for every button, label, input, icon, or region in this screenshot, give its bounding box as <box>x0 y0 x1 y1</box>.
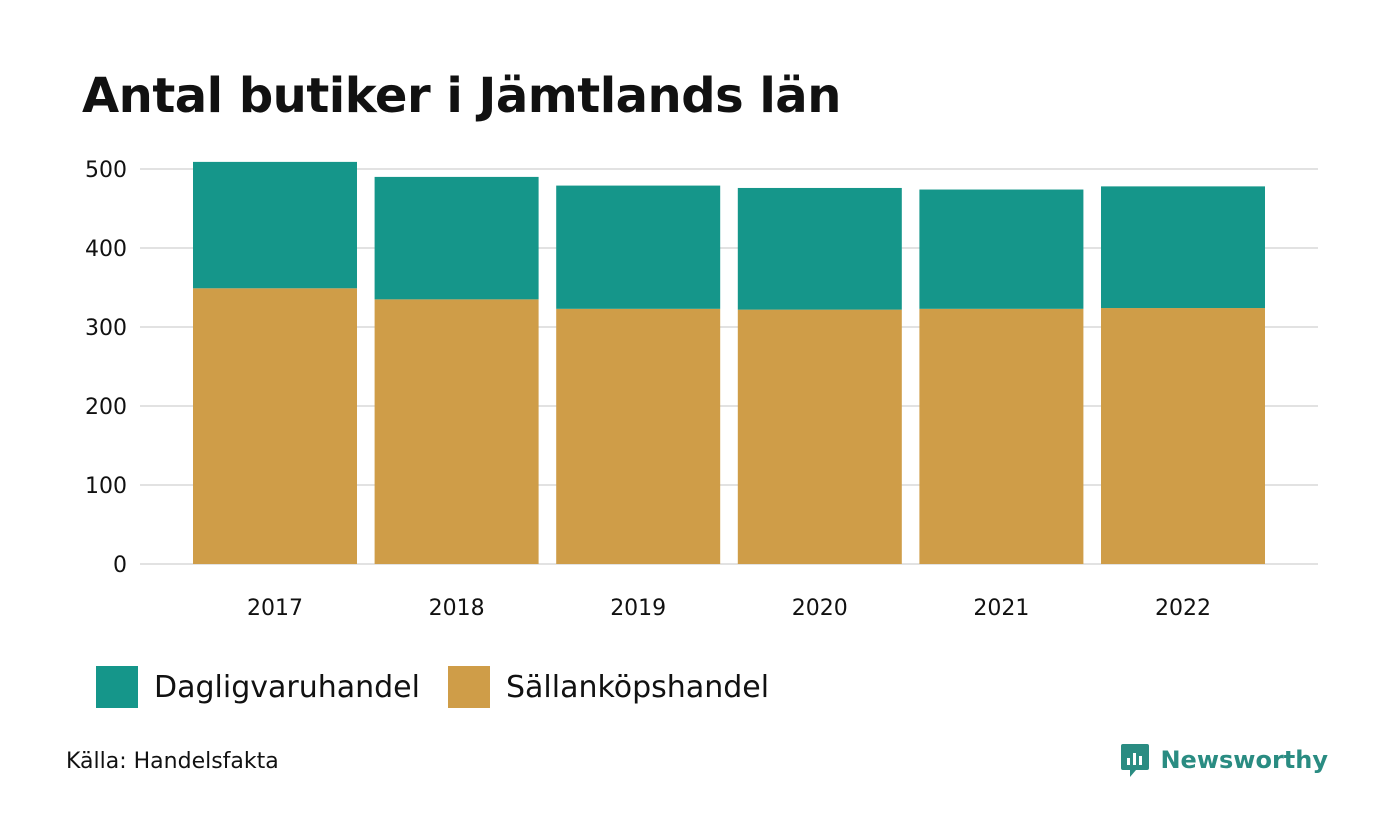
x-tick-label-2021: 2021 <box>973 596 1029 621</box>
newsworthy-logo-icon <box>1121 744 1150 777</box>
source-note: Källa: Handelsfakta <box>66 749 279 774</box>
bar-dagligvaruhandel-2017 <box>193 161 357 289</box>
stacked-bar-chart: 0 100 200 300 400 500 2017 2018 2019 2020 2021 202… <box>85 158 1318 621</box>
bar-dagligvaruhandel-2021 <box>919 189 1084 309</box>
legend-label-sallankopshandel: Sällanköpshandel <box>505 669 770 705</box>
y-tick-label: 300 <box>85 316 127 341</box>
y-tick-label: 100 <box>85 474 127 499</box>
bar-sallankopshandel-2018 <box>374 299 539 564</box>
bar-dagligvaruhandel-2022 <box>1101 186 1265 309</box>
legend-item-dagligvaruhandel: Dagligvaruhandel <box>96 666 420 708</box>
bar-dagligvaruhandel-2019 <box>556 185 721 309</box>
y-tick-label: 400 <box>85 237 127 262</box>
bar-sallankopshandel-2021 <box>919 308 1084 564</box>
y-axis-ticks: 0 100 200 300 400 500 <box>85 158 127 578</box>
x-tick-label-2022: 2022 <box>1155 596 1211 621</box>
legend-swatch-dagligvaruhandel <box>96 666 138 708</box>
legend-swatch-sallankopshandel <box>447 666 490 708</box>
y-tick-label: 0 <box>113 553 127 578</box>
x-tick-label-2020: 2020 <box>792 596 848 621</box>
y-tick-label: 200 <box>85 395 127 420</box>
bars <box>193 161 1265 564</box>
legend-label-dagligvaruhandel: Dagligvaruhandel <box>154 669 420 705</box>
bar-sallankopshandel-2020 <box>737 309 902 564</box>
bar-sallankopshandel-2019 <box>556 308 721 564</box>
bar-sallankopshandel-2017 <box>193 288 357 564</box>
legend-item-sallankopshandel: Sällanköpshandel <box>447 666 770 708</box>
y-tick-label: 500 <box>85 158 127 183</box>
brand-name: Newsworthy <box>1160 746 1328 774</box>
legend: Dagligvaruhandel Sällanköpshandel <box>96 666 797 708</box>
bar-dagligvaruhandel-2018 <box>374 176 539 300</box>
x-tick-label-2018: 2018 <box>429 596 485 621</box>
bar-sallankopshandel-2022 <box>1101 308 1265 564</box>
brand-logo[interactable]: Newsworthy <box>1120 742 1328 778</box>
x-tick-label-2019: 2019 <box>610 596 666 621</box>
x-tick-label-2017: 2017 <box>247 596 303 621</box>
chart-title: Antal butiker i Jämtlands län <box>82 68 841 124</box>
bar-dagligvaruhandel-2020 <box>737 187 902 310</box>
x-axis-ticks: 2017 2018 2019 2020 2021 2022 <box>247 596 1211 621</box>
